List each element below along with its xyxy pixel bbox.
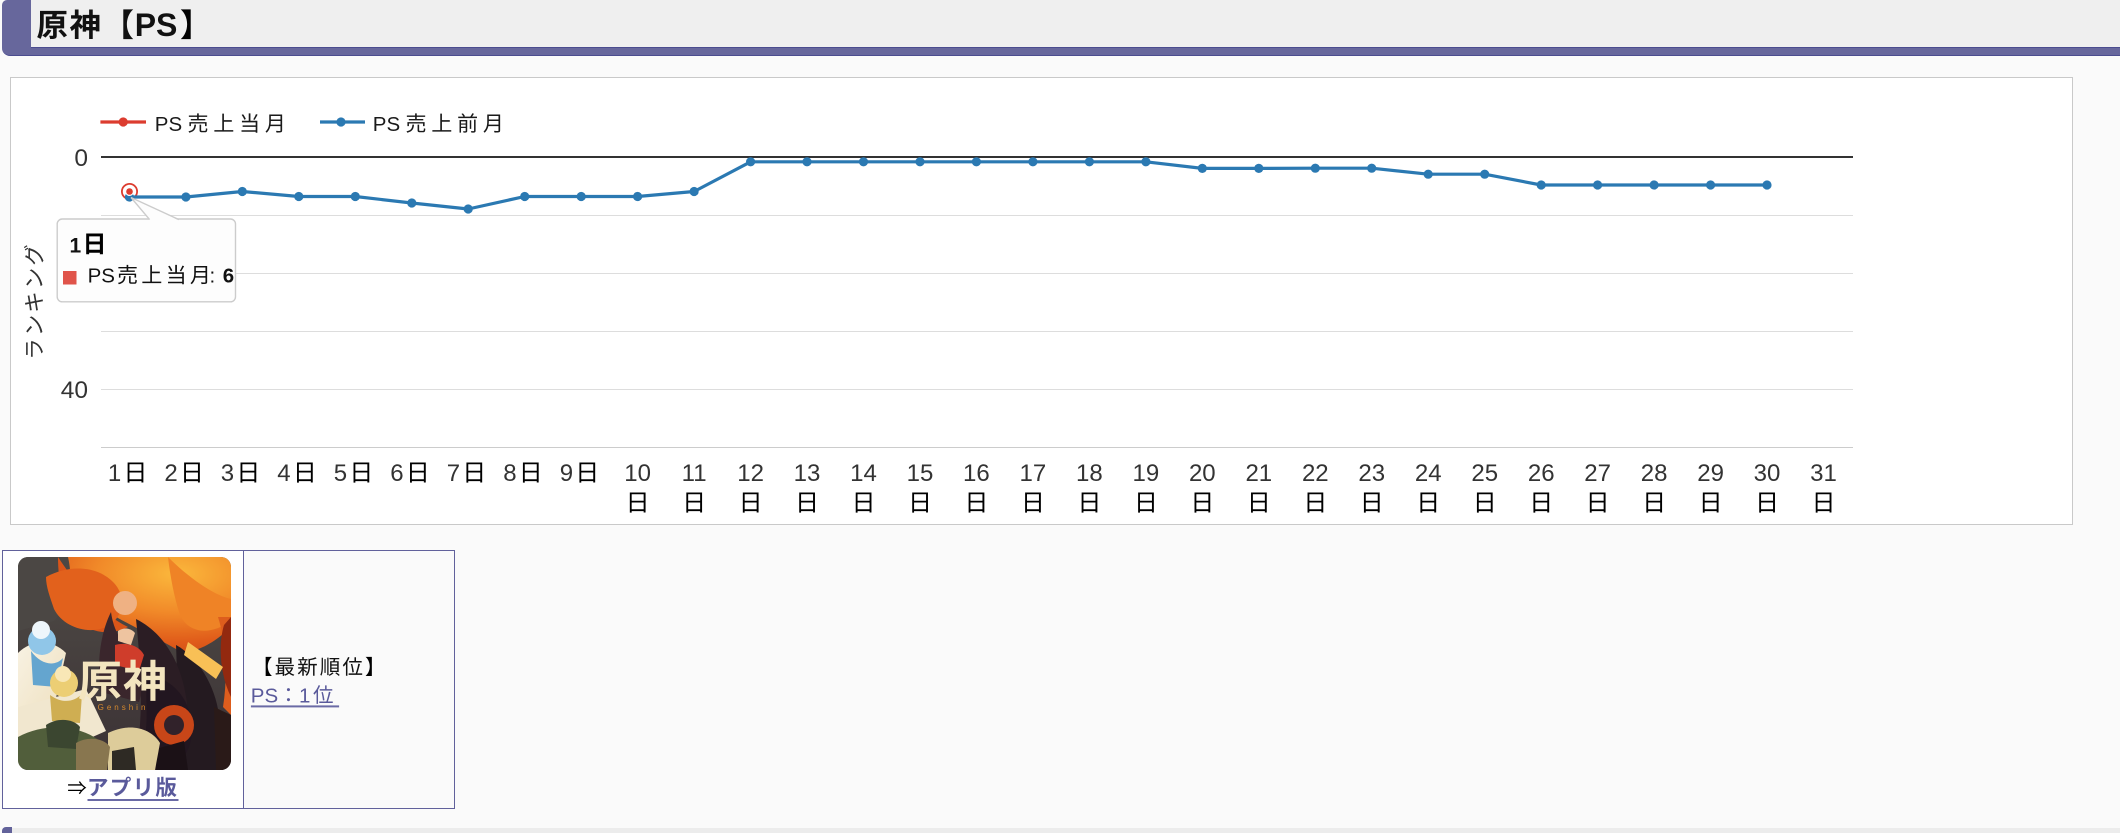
svg-text:30: 30 xyxy=(1754,460,1781,487)
svg-text:15: 15 xyxy=(907,460,934,487)
svg-text:20: 20 xyxy=(1189,460,1216,487)
svg-text:5: 5 xyxy=(334,460,347,487)
svg-text:11: 11 xyxy=(682,460,707,487)
svg-text:1: 1 xyxy=(70,234,82,257)
svg-text:PS: PS xyxy=(373,113,400,136)
svg-text:3: 3 xyxy=(221,460,234,487)
svg-text:13: 13 xyxy=(794,460,821,487)
svg-text:6: 6 xyxy=(390,460,403,487)
svg-text:8: 8 xyxy=(503,460,516,487)
svg-text:9: 9 xyxy=(560,460,573,487)
svg-text:PS: PS xyxy=(251,684,278,707)
svg-text:6: 6 xyxy=(223,265,234,288)
svg-text:10: 10 xyxy=(624,460,651,487)
svg-text:25: 25 xyxy=(1471,460,1498,487)
svg-text:2: 2 xyxy=(164,460,177,487)
svg-text:17: 17 xyxy=(1020,460,1047,487)
svg-text:24: 24 xyxy=(1415,460,1442,487)
svg-text:PS: PS xyxy=(155,113,182,136)
svg-text:PS: PS xyxy=(88,265,115,288)
svg-text:1: 1 xyxy=(108,460,121,487)
svg-text:29: 29 xyxy=(1697,460,1724,487)
svg-text:14: 14 xyxy=(850,460,877,487)
svg-text:40: 40 xyxy=(61,377,88,404)
svg-text:PS: PS xyxy=(135,7,178,43)
svg-text:1: 1 xyxy=(299,684,310,707)
svg-text:22: 22 xyxy=(1302,460,1329,487)
svg-text:31: 31 xyxy=(1810,460,1837,487)
svg-text:28: 28 xyxy=(1641,460,1668,487)
svg-text:18: 18 xyxy=(1076,460,1103,487)
svg-text:0: 0 xyxy=(74,145,88,172)
svg-text:27: 27 xyxy=(1584,460,1611,487)
svg-text:21: 21 xyxy=(1245,460,1272,487)
svg-text:23: 23 xyxy=(1358,460,1385,487)
svg-text:26: 26 xyxy=(1528,460,1555,487)
svg-text:19: 19 xyxy=(1133,460,1160,487)
svg-text:7: 7 xyxy=(447,460,460,487)
svg-text::: : xyxy=(210,265,216,288)
svg-text:16: 16 xyxy=(963,460,990,487)
svg-text:4: 4 xyxy=(277,460,290,487)
svg-text:12: 12 xyxy=(737,460,764,487)
svg-text:Genshin: Genshin xyxy=(98,703,149,712)
